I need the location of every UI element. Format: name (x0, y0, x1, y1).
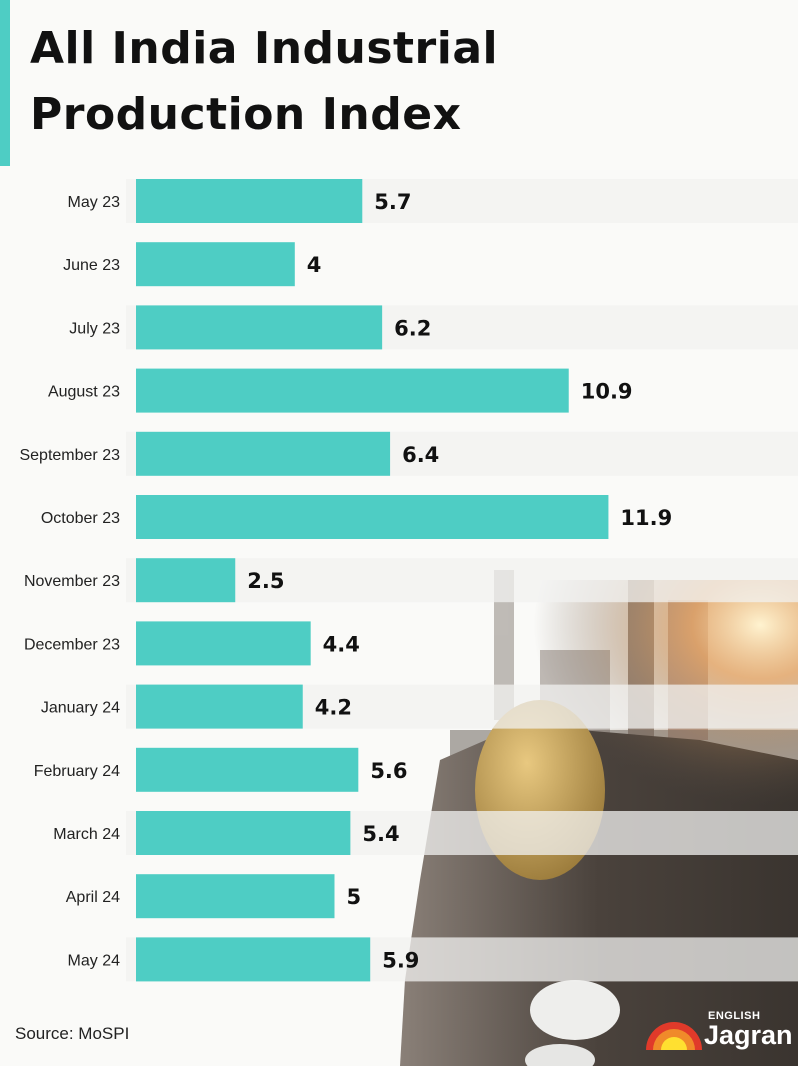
value-label: 5.4 (362, 822, 399, 846)
bar (136, 874, 335, 919)
value-label: 2.5 (247, 569, 284, 593)
category-label: May 23 (68, 194, 121, 211)
category-label: April 24 (66, 889, 120, 906)
value-label: 10.9 (581, 380, 633, 404)
value-label: 5 (347, 885, 362, 909)
row-stripe (126, 558, 798, 603)
logo-english-text: ENGLISH (708, 1010, 761, 1022)
bar (136, 305, 383, 350)
sun-logo-icon (646, 1022, 702, 1050)
value-label: 5.9 (382, 948, 419, 972)
title-line-1: All India Industrial (30, 23, 499, 74)
logo-brand-text: Jagran (704, 1020, 793, 1050)
title-line-2: Production Index (30, 89, 462, 140)
category-label: July 23 (69, 320, 120, 337)
value-label: 4 (307, 253, 322, 277)
title-accent-bar (0, 0, 10, 166)
bar (136, 621, 311, 666)
value-label: 4.4 (323, 632, 360, 656)
bar (136, 368, 569, 413)
bar (136, 684, 303, 729)
bar (136, 495, 609, 539)
source-note: Source: MoSPI (15, 1024, 130, 1043)
bar (136, 179, 363, 223)
category-label: June 23 (63, 257, 120, 274)
category-label: February 24 (34, 763, 120, 780)
value-label: 4.2 (315, 696, 352, 720)
value-label: 5.7 (374, 190, 411, 214)
category-label: September 23 (19, 447, 120, 464)
bar (136, 242, 295, 287)
category-label: March 24 (53, 826, 120, 843)
category-label: October 23 (41, 510, 120, 527)
category-label: November 23 (24, 573, 120, 590)
bar (136, 811, 351, 855)
category-label: December 23 (24, 636, 120, 653)
value-label: 11.9 (620, 506, 672, 530)
bar (136, 431, 391, 476)
jagran-logo: ENGLISH Jagran (644, 1008, 794, 1058)
bar (136, 747, 359, 792)
value-label: 6.4 (402, 443, 439, 467)
bar (136, 558, 236, 603)
value-label: 6.2 (394, 316, 431, 340)
category-label: August 23 (48, 384, 120, 401)
bar (136, 937, 371, 982)
category-label: May 24 (68, 952, 121, 969)
category-label: January 24 (41, 700, 120, 717)
page-title: All India Industrial Production Index (30, 16, 498, 148)
value-label: 5.6 (370, 759, 407, 783)
